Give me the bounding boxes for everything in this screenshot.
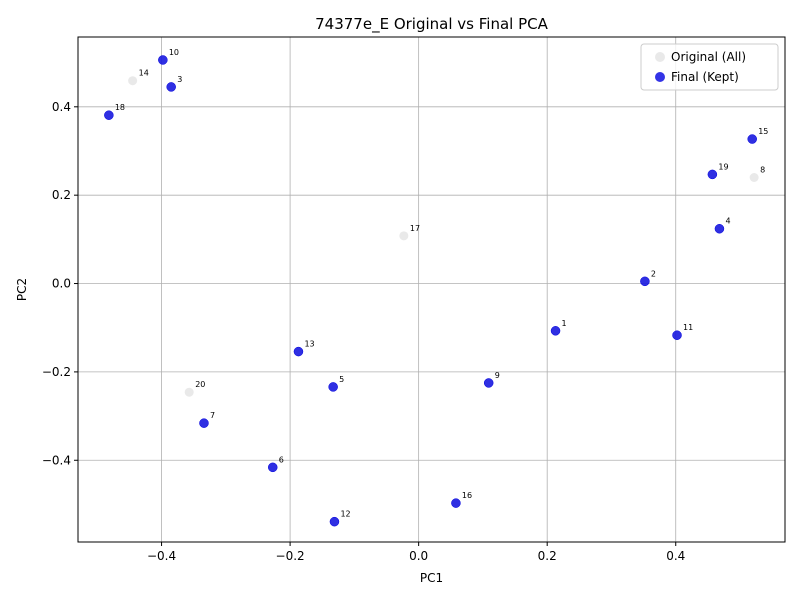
point-label: 2 (651, 269, 656, 278)
point-label: 11 (683, 323, 693, 332)
y-axis-label: PC2 (15, 278, 29, 301)
point-label: 14 (139, 69, 149, 78)
point-label: 20 (195, 380, 205, 389)
plot-frame (77, 36, 786, 543)
final-point (166, 82, 176, 92)
x-tick-label: 0.2 (538, 549, 557, 563)
final-point (267, 462, 278, 473)
original-point (128, 76, 138, 86)
original-point (399, 231, 409, 241)
legend-marker-final (655, 72, 665, 82)
final-point (714, 223, 725, 234)
point-label: 15 (758, 127, 768, 136)
final-point (640, 276, 650, 287)
point-label: 17 (410, 224, 420, 233)
final-point (451, 498, 461, 508)
point-label: 8 (760, 165, 765, 174)
final-point (199, 418, 209, 428)
point-label: 9 (495, 371, 500, 380)
point-label: 10 (169, 48, 179, 57)
y-tick-label: 0.4 (52, 100, 71, 114)
point-label: 19 (718, 162, 728, 171)
final-point (707, 169, 718, 180)
legend-box (640, 43, 779, 91)
final-point (550, 326, 561, 336)
legend-marker-original (655, 52, 665, 62)
point-label: 4 (725, 217, 730, 226)
final-point (158, 55, 168, 65)
legend-label-final: Final (Kept) (671, 70, 739, 84)
point-label: 6 (279, 455, 284, 464)
series-final-points (104, 55, 757, 527)
original-point (184, 387, 194, 397)
y-tick-label: −0.4 (42, 453, 71, 467)
legend: Original (All) Final (Kept) (640, 43, 779, 91)
grid-lines (78, 37, 785, 542)
final-point (104, 110, 114, 120)
x-tick-label: 0.4 (666, 549, 685, 563)
x-axis-label: PC1 (420, 571, 443, 585)
x-tick-label: −0.4 (147, 549, 176, 563)
final-point (483, 378, 494, 388)
final-point (329, 516, 340, 527)
point-label: 12 (340, 510, 350, 519)
original-point (749, 172, 759, 182)
final-point (328, 382, 338, 392)
x-tick-label: 0.0 (409, 549, 428, 563)
axis-ticks: −0.4 −0.2 0.0 0.2 0.4 −0.4 −0.2 0.0 0.2 0.4 (42, 100, 685, 563)
point-label: 7 (210, 411, 215, 420)
y-tick-label: 0.2 (52, 188, 71, 202)
final-point (293, 346, 304, 357)
point-label: 18 (115, 103, 125, 112)
x-tick-label: −0.2 (276, 549, 305, 563)
point-label: 16 (462, 491, 472, 500)
point-label: 5 (339, 375, 344, 384)
point-label: 1 (562, 319, 567, 328)
final-point (672, 330, 682, 340)
legend-label-original: Original (All) (671, 50, 746, 64)
point-label: 3 (177, 75, 182, 84)
final-point (747, 134, 757, 144)
chart-title: 74377e_E Original vs Final PCA (315, 15, 548, 34)
y-tick-label: −0.2 (42, 365, 71, 379)
point-label: 13 (304, 340, 314, 349)
y-tick-label: 0.0 (52, 277, 71, 291)
